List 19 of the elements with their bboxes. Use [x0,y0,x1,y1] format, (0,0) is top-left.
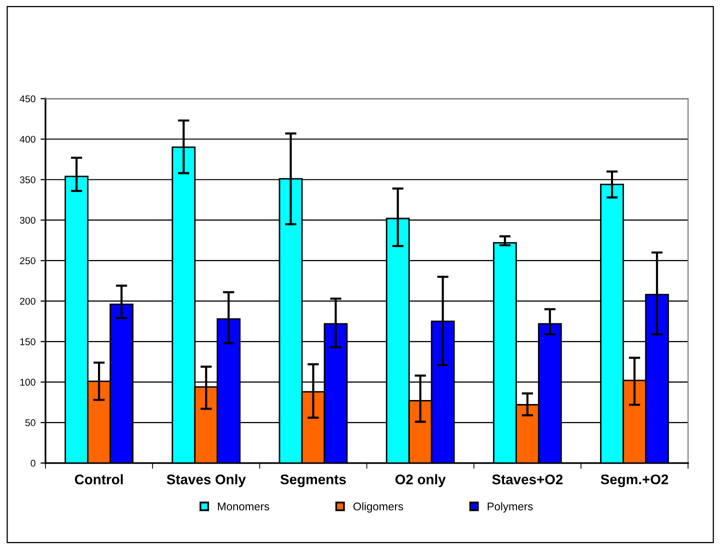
x-tick-label: O2 only [395,474,446,488]
y-tick-label: 0 [30,460,36,467]
y-tick-label: 350 [20,176,36,184]
legend-label: Monomers [218,502,270,510]
y-tick-label: 300 [20,216,36,224]
y-tick-label: 250 [20,257,36,264]
y-tick-label: 450 [20,95,36,102]
x-tick-label: Staves+O2 [492,474,563,484]
y-tick-label: 150 [20,338,36,346]
x-tick-label: Segments [280,474,346,488]
y-tick-label: 50 [25,419,36,426]
legend-label: Polymers [488,502,533,513]
y-tick-label: 400 [20,136,36,143]
x-tick-label: Staves Only [166,474,246,488]
x-tick-label: Control [74,474,123,484]
x-tick-label: Segm.+O2 [600,474,668,488]
legend-label: Oligomers [353,502,404,513]
y-tick-label: 100 [20,378,36,386]
y-tick-label: 200 [20,298,36,305]
